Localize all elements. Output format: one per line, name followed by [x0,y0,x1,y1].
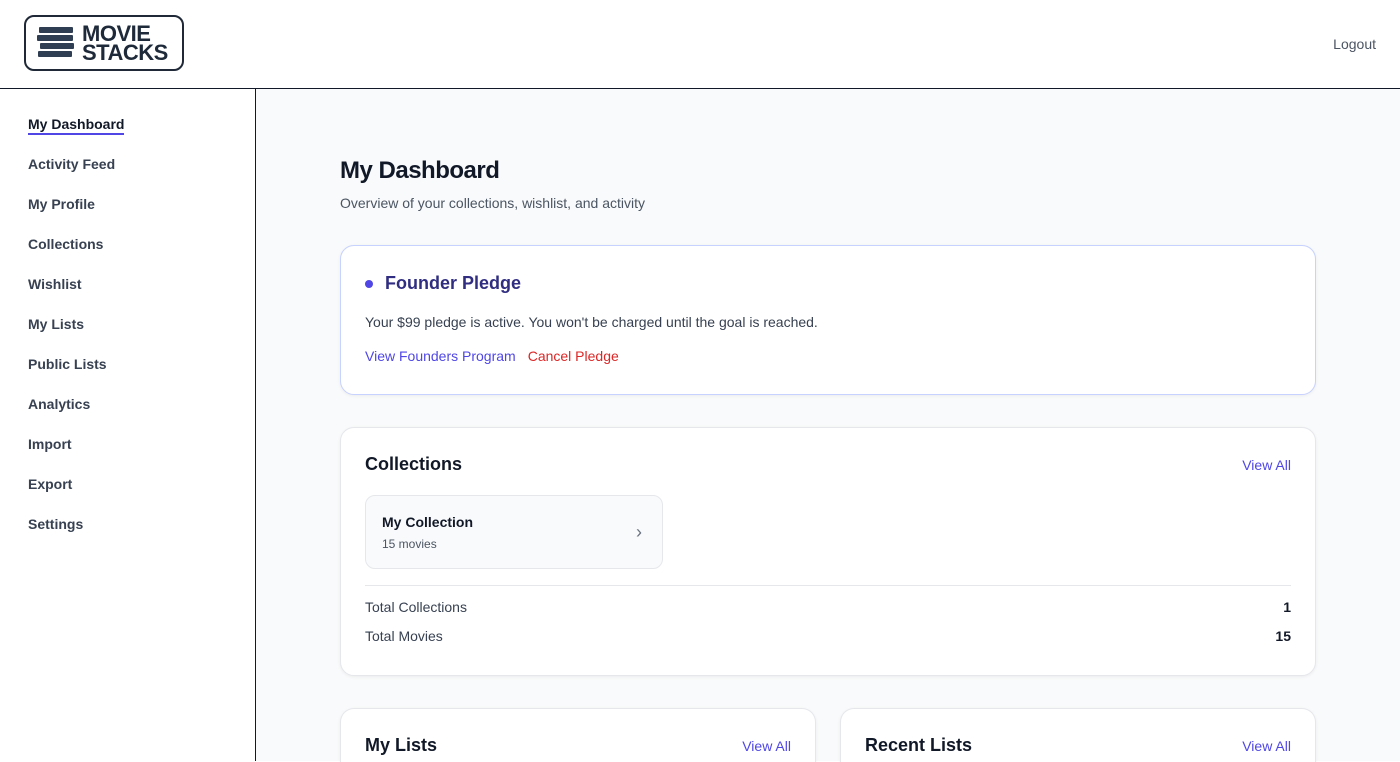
my-lists-title: My Lists [365,735,438,755]
pledge-text: Your $99 pledge is active. You won't be … [365,314,818,330]
logout-link[interactable]: Logout [1333,36,1376,52]
sidebar-item-activity-feed[interactable]: Activity Feed [28,156,116,172]
sidebar-item-public-lists[interactable]: Public Lists [28,356,107,372]
my-lists-card: My Lists View All [340,708,816,762]
my-lists-view-all-link[interactable]: View All [742,737,791,754]
sidebar: My Dashboard Activity Feed My Profile Co… [0,89,256,761]
sidebar-item-my-profile[interactable]: My Profile [28,196,95,212]
founder-pledge-card: Founder Pledge Your $99 pledge is active… [340,245,1316,395]
recent-lists-card: Recent Lists View All [840,708,1316,762]
collection-name: My Collection [382,514,474,530]
view-founders-program-link[interactable]: View Founders Program [365,348,516,364]
logo[interactable]: MOVIE STACKS [24,15,184,71]
stat-row: Total Movies 15 [365,628,1291,644]
collection-count: 15 movies [382,537,437,551]
status-dot-icon [365,279,373,288]
collections-card: Collections View All My Collection 15 mov… [340,427,1316,676]
chevron-right-icon: › [636,522,642,542]
sidebar-item-wishlist[interactable]: Wishlist [28,276,82,292]
sidebar-item-my-dashboard[interactable]: My Dashboard [0,115,255,155]
sidebar-item-export[interactable]: Export [28,476,73,492]
main-content: My Dashboard Overview of your collection… [256,89,1400,762]
stat-row: Total Collections 1 [365,599,1291,615]
header: MOVIE STACKS Logout [0,0,1400,89]
divider [365,585,1291,586]
cancel-pledge-link[interactable]: Cancel Pledge [527,348,619,364]
sidebar-item-import[interactable]: Import [28,436,72,452]
recent-lists-title: Recent Lists [865,735,973,755]
page-title: My Dashboard [340,157,500,184]
sidebar-item-collections[interactable]: Collections [28,236,104,252]
page-subtitle: Overview of your collections, wishlist, … [340,195,645,211]
sidebar-item-settings[interactable]: Settings [28,516,84,532]
collections-view-all-link[interactable]: View All [1242,456,1291,473]
collection-item[interactable]: My Collection 15 movies › [365,495,663,569]
film-stack-icon [37,27,74,57]
sidebar-item-analytics[interactable]: Analytics [28,396,91,412]
pledge-title: Founder Pledge [385,273,522,293]
logo-text: MOVIE STACKS [82,21,168,65]
sidebar-item-my-lists[interactable]: My Lists [28,316,85,332]
collections-title: Collections [365,454,463,474]
recent-lists-view-all-link[interactable]: View All [1242,737,1291,754]
